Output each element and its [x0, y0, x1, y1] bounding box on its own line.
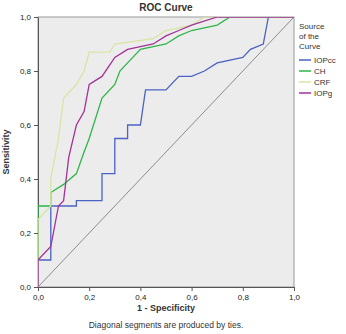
tick-label: 0,2 [20, 229, 32, 238]
tick-label: 0,0 [20, 283, 32, 292]
legend-entry: IOPg [299, 89, 332, 98]
tick: 0,8 [238, 287, 250, 302]
legend-entry: CH [299, 67, 326, 76]
legend-entry: CRF [299, 78, 331, 87]
tick-label: 0,4 [20, 175, 32, 184]
roc-line [38, 17, 294, 287]
tick-mark [34, 287, 38, 288]
tick-label: 0,2 [84, 293, 96, 302]
legend-swatch [299, 81, 311, 83]
tick-mark [34, 125, 38, 126]
tick: 0,6 [20, 121, 38, 130]
reference-line [38, 17, 294, 287]
tick-label: 0,6 [20, 121, 32, 130]
tick: 1,0 [20, 13, 38, 22]
x-axis: 0,0 0,2 0,4 0,6 0,8 1,0 [33, 287, 301, 302]
roc-line [38, 17, 294, 287]
tick: 0,2 [20, 229, 38, 238]
roc-line [38, 17, 294, 287]
tick-label: 1,0 [289, 293, 301, 302]
tick-mark [34, 17, 38, 18]
plot: 0,0 0,2 0,4 0,6 0,8 1,0 0,0 0,2 0,4 0,6 0,8 1,0 [20, 13, 301, 302]
tick-mark [243, 287, 244, 291]
legend-entry: IOPcc [299, 56, 336, 65]
tick: 0,4 [135, 287, 147, 302]
legend-swatch [299, 59, 311, 61]
tick: 0,0 [20, 283, 38, 292]
tick: 0,8 [20, 67, 38, 76]
tick: 1,0 [289, 287, 301, 302]
plot-frame [38, 17, 294, 287]
roc-line [38, 17, 294, 287]
tick-label: 1,0 [20, 13, 32, 22]
x-axis-title: 1 - Specificity [137, 303, 195, 313]
axis-line [39, 287, 295, 288]
tick-mark [89, 287, 90, 291]
legend-swatch [299, 70, 311, 72]
tick-label: 0,6 [187, 293, 199, 302]
tick-label: 0,4 [135, 293, 147, 302]
y-axis-title: Sensitivity [1, 129, 11, 174]
tick: 0,4 [20, 175, 38, 184]
tick-label: 0,8 [238, 293, 250, 302]
chart: 0,0 0,2 0,4 0,6 0,8 1,0 0,0 0,2 0,4 0,6 0,8 1,0 ROC … [0, 0, 346, 334]
legend-title: Sourceof theCurve [299, 22, 325, 51]
legend: Sourceof theCurve IOPcc CH CRF IOPg [299, 22, 336, 98]
tick-mark [34, 71, 38, 72]
title: ROC Curve [139, 2, 193, 13]
legend-swatch [299, 92, 311, 94]
tick-mark [294, 287, 295, 291]
legend-label: CRF [314, 78, 331, 87]
series-group [38, 17, 294, 287]
legend-label: IOPcc [314, 56, 336, 65]
tick-mark [140, 287, 141, 291]
tick: 0,2 [84, 287, 96, 302]
tick-mark [34, 179, 38, 180]
tick-mark [192, 287, 193, 291]
tick-mark [38, 287, 39, 291]
tick-mark [34, 233, 38, 234]
legend-label: IOPg [314, 89, 332, 98]
tick: 0,0 [33, 287, 45, 302]
tick: 0,6 [187, 287, 199, 302]
tick-label: 0,8 [20, 67, 32, 76]
tick-label: 0,0 [33, 293, 45, 302]
legend-label: CH [314, 67, 326, 76]
footnote: Diagonal segments are produced by ties. [89, 320, 244, 330]
y-axis: 0,0 0,2 0,4 0,6 0,8 1,0 [20, 13, 39, 292]
